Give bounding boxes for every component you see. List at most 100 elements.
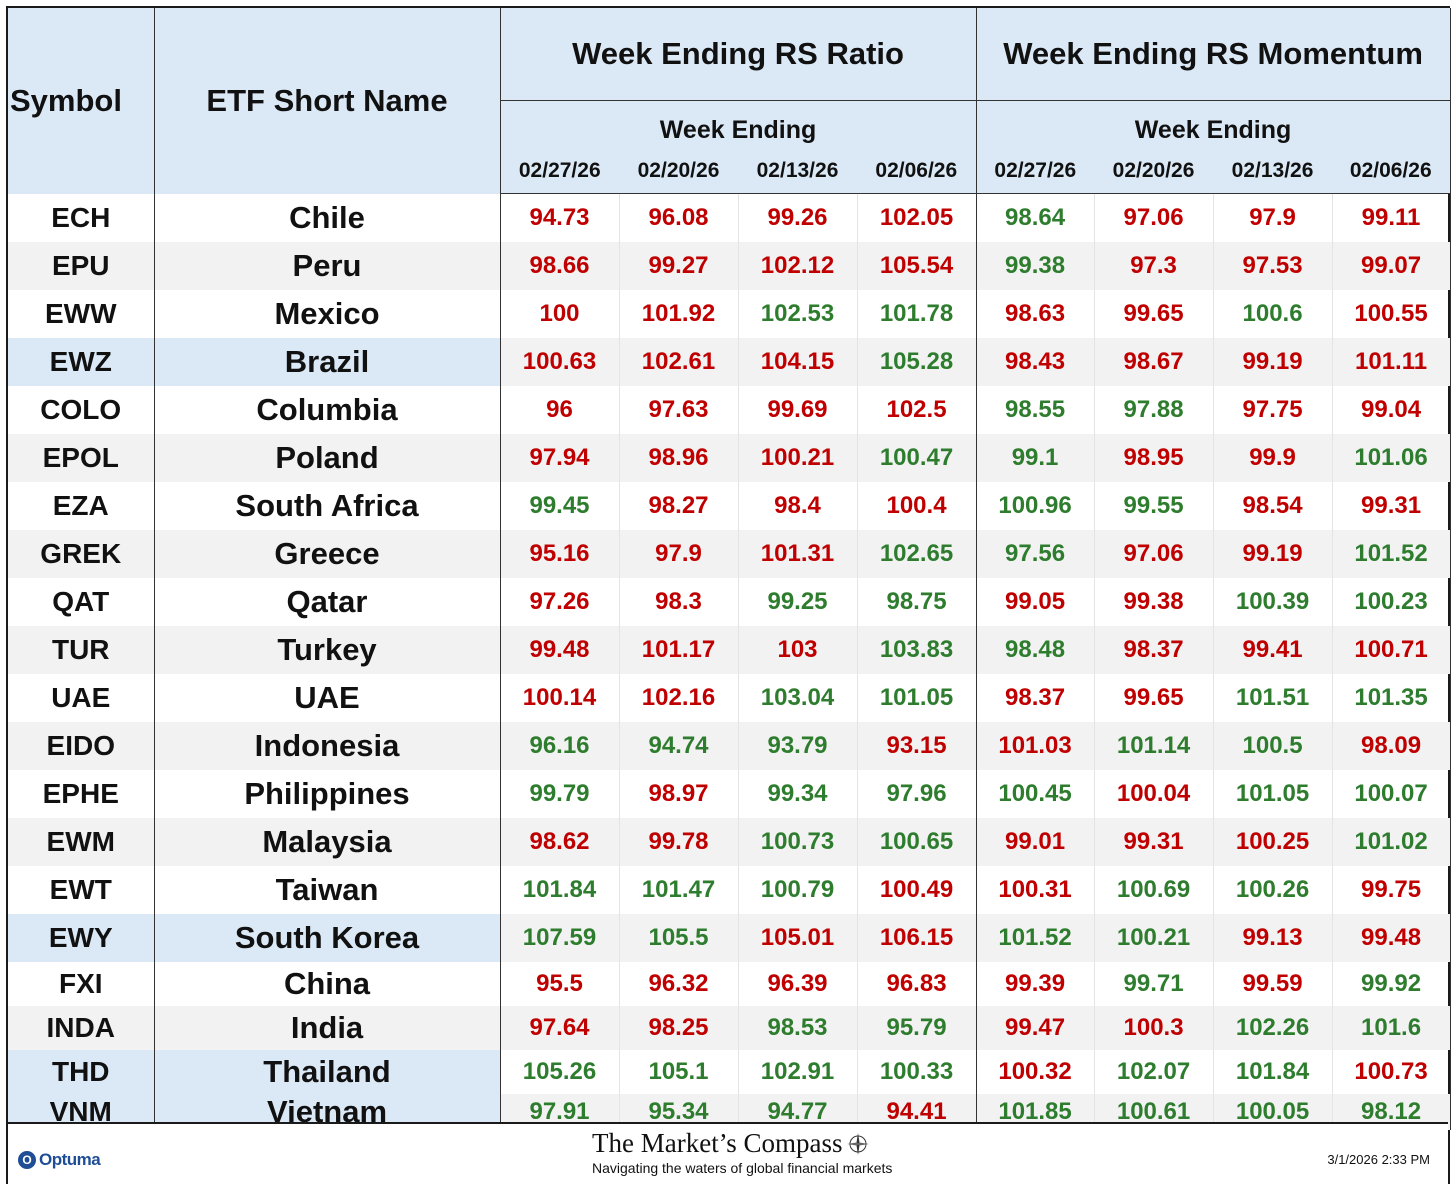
rs-momentum-cell: 101.14 (1094, 721, 1214, 770)
rs-momentum-cell: 99.9 (1213, 433, 1333, 482)
rs-ratio-cell: 100.21 (738, 433, 858, 482)
rs-ratio-cell: 100.14 (500, 673, 620, 722)
symbol-cell: EWT (8, 865, 155, 914)
rs-momentum-cell: 100.23 (1332, 577, 1451, 626)
rs-momentum-cell: 100.04 (1094, 769, 1214, 818)
rs-momentum-cell: 100.55 (1332, 289, 1451, 338)
rs-ratio-cell: 98.25 (619, 1005, 739, 1050)
rs-momentum-cell: 101.52 (1332, 529, 1451, 578)
rs-momentum-cell: 97.3 (1094, 241, 1214, 290)
rs-momentum-cell: 100.45 (976, 769, 1095, 818)
table-row: EWZ Brazil 100.63 102.61 104.15 105.28 98.43 98… (8, 337, 1451, 386)
table-row: EPHE Philippines 99.79 98.97 99.34 97.96 100.4… (8, 769, 1451, 818)
rs-momentum-cell: 100.21 (1094, 913, 1214, 962)
rs-ratio-cell: 98.62 (500, 817, 620, 866)
rs-momentum-cell: 98.55 (976, 385, 1095, 434)
rs-ratio-cell: 93.15 (857, 721, 977, 770)
rs-ratio-group-header: Week Ending RS Ratio (500, 8, 977, 101)
rs-momentum-cell: 99.47 (976, 1005, 1095, 1050)
footer: O Optuma The Market’s Compass Navigating… (8, 1122, 1448, 1184)
optuma-label: Optuma (39, 1150, 101, 1169)
rs-momentum-cell: 101.35 (1332, 673, 1451, 722)
rs-ratio-cell: 98.97 (619, 769, 739, 818)
etf-name-cell: Thailand (154, 1049, 501, 1094)
rs-momentum-cell: 97.56 (976, 529, 1095, 578)
rs-ratio-cell: 97.9 (619, 529, 739, 578)
rs-ratio-cell: 99.79 (500, 769, 620, 818)
symbol-cell: EWZ (8, 337, 155, 386)
table-row: INDA India 97.64 98.25 98.53 95.79 99.47 100.3 1… (8, 1005, 1451, 1050)
ratio-week-ending-label: Week Ending (500, 100, 977, 149)
rs-momentum-cell: 99.31 (1332, 481, 1451, 530)
rs-ratio-cell: 96.08 (619, 193, 739, 242)
rs-ratio-cell: 105.26 (500, 1049, 620, 1094)
etf-name-cell: UAE (154, 673, 501, 722)
table-row: THD Thailand 105.26 105.1 102.91 100.33 100.32… (8, 1049, 1451, 1094)
rs-momentum-cell: 99.07 (1332, 241, 1451, 290)
rs-momentum-cell: 99.04 (1332, 385, 1451, 434)
table-row: EIDO Indonesia 96.16 94.74 93.79 93.15 101.03 1… (8, 721, 1451, 770)
rs-ratio-cell: 101.17 (619, 625, 739, 674)
rs-momentum-cell: 97.06 (1094, 193, 1214, 242)
rs-momentum-cell: 100.71 (1332, 625, 1451, 674)
rs-momentum-cell: 99.19 (1213, 337, 1333, 386)
rs-ratio-cell: 94.74 (619, 721, 739, 770)
rs-ratio-cell: 100.63 (500, 337, 620, 386)
ratio-date-header: 02/13/26 (738, 149, 857, 194)
symbol-cell: EPU (8, 241, 155, 290)
brand-title-row: The Market’s Compass (592, 1128, 912, 1159)
rs-ratio-cell: 99.69 (738, 385, 858, 434)
momentum-date-header: 02/27/26 (976, 149, 1095, 194)
brand-subtitle: Navigating the waters of global financia… (592, 1160, 893, 1176)
rs-ratio-cell: 101.05 (857, 673, 977, 722)
ratio-date-header: 02/27/26 (500, 149, 619, 194)
brand-block: The Market’s Compass Navigating the wate… (592, 1128, 912, 1176)
etf-name-header: ETF Short Name (154, 8, 501, 194)
rs-momentum-cell: 97.75 (1213, 385, 1333, 434)
symbol-cell: EPHE (8, 769, 155, 818)
etf-name-cell: China (154, 961, 501, 1006)
symbol-cell: UAE (8, 673, 155, 722)
rs-momentum-cell: 98.95 (1094, 433, 1214, 482)
rs-momentum-cell: 98.63 (976, 289, 1095, 338)
rs-momentum-cell: 100.25 (1213, 817, 1333, 866)
rs-ratio-cell: 99.45 (500, 481, 620, 530)
rs-ratio-cell: 98.66 (500, 241, 620, 290)
table-row: EPU Peru 98.66 99.27 102.12 105.54 99.38 97.3 97… (8, 241, 1451, 290)
rs-momentum-cell: 99.55 (1094, 481, 1214, 530)
rs-table: Symbol ETF Short Name Week Ending RS Rat… (8, 8, 1451, 1130)
table-body: ECH Chile 94.73 96.08 99.26 102.05 98.64 97.06 9… (8, 193, 1451, 1130)
rs-ratio-cell: 95.79 (857, 1005, 977, 1050)
rs-ratio-cell: 101.92 (619, 289, 739, 338)
rs-momentum-cell: 99.19 (1213, 529, 1333, 578)
rs-ratio-cell: 95.5 (500, 961, 620, 1006)
symbol-cell: EWM (8, 817, 155, 866)
rs-momentum-cell: 100.5 (1213, 721, 1333, 770)
etf-name-cell: Greece (154, 529, 501, 578)
rs-momentum-cell: 97.06 (1094, 529, 1214, 578)
rs-momentum-cell: 99.05 (976, 577, 1095, 626)
rs-ratio-cell: 101.78 (857, 289, 977, 338)
rs-ratio-cell: 102.12 (738, 241, 858, 290)
rs-ratio-cell: 100.65 (857, 817, 977, 866)
rs-momentum-cell: 99.01 (976, 817, 1095, 866)
rs-momentum-cell: 99.59 (1213, 961, 1333, 1006)
rs-ratio-cell: 103 (738, 625, 858, 674)
table-row: EZA South Africa 99.45 98.27 98.4 100.4 100.96… (8, 481, 1451, 530)
rs-ratio-cell: 94.73 (500, 193, 620, 242)
table-row: EWM Malaysia 98.62 99.78 100.73 100.65 99.01 99… (8, 817, 1451, 866)
etf-name-cell: Qatar (154, 577, 501, 626)
etf-name-cell: Poland (154, 433, 501, 482)
rs-ratio-cell: 99.25 (738, 577, 858, 626)
rs-momentum-cell: 99.38 (1094, 577, 1214, 626)
etf-name-cell: Turkey (154, 625, 501, 674)
rs-momentum-cell: 100.26 (1213, 865, 1333, 914)
rs-momentum-cell: 99.65 (1094, 289, 1214, 338)
etf-name-cell: Brazil (154, 337, 501, 386)
rs-ratio-cell: 106.15 (857, 913, 977, 962)
rs-momentum-cell: 99.48 (1332, 913, 1451, 962)
rs-ratio-cell: 102.05 (857, 193, 977, 242)
symbol-cell: EIDO (8, 721, 155, 770)
rs-ratio-cell: 104.15 (738, 337, 858, 386)
rs-ratio-cell: 97.96 (857, 769, 977, 818)
